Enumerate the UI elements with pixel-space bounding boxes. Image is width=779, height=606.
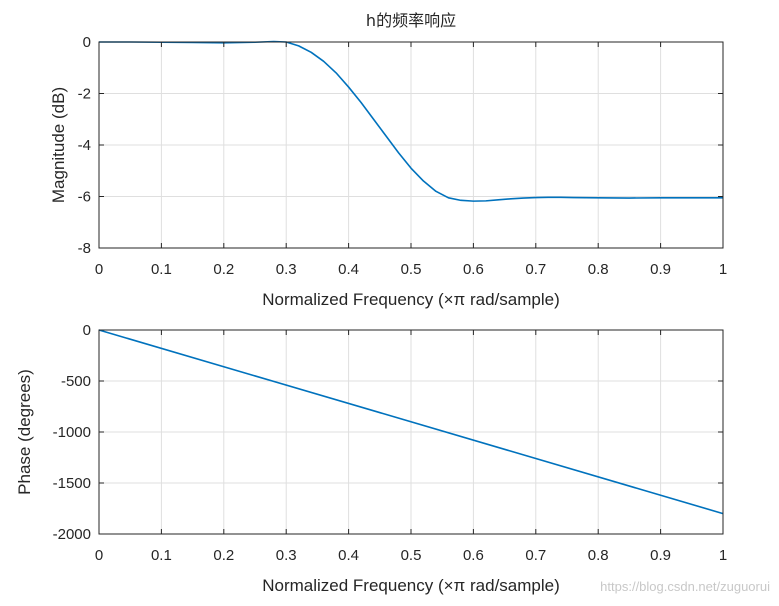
phase-x-tick-label: 0.4	[338, 547, 359, 564]
magnitude-x-tick-label: 0.5	[401, 261, 422, 278]
magnitude-x-tick-label: 0.4	[338, 261, 359, 278]
phase-chart: 0 0.1 0.2 0.3 0.4 0.5 0.6 0.7 0.8 0.9 1 0 -500 -1000 -…	[15, 322, 727, 595]
phase-x-tick-label: 0.6	[463, 547, 484, 564]
phase-series-line	[98, 329, 724, 515]
magnitude-x-tick-label: 0.3	[276, 261, 297, 278]
magnitude-x-tick-label: 0.9	[650, 261, 671, 278]
phase-y-tick-label: -1000	[53, 424, 91, 441]
magnitude-y-tick-label: -4	[78, 137, 91, 154]
magnitude-plot-area: 0 0.1 0.2 0.3 0.4 0.5 0.6 0.7 0.8 0.9 1 0 -2 -4 -6 -8	[78, 34, 728, 278]
magnitude-x-tick-label: 0.6	[463, 261, 484, 278]
phase-y-tick-label: 0	[83, 322, 91, 339]
magnitude-x-tick-label: 1	[719, 261, 727, 278]
magnitude-ylabel: Magnitude (dB)	[49, 87, 68, 203]
magnitude-x-tick-label: 0	[95, 261, 103, 278]
magnitude-x-tick-label: 0.2	[213, 261, 234, 278]
chart-title: h的频率响应	[366, 11, 456, 30]
phase-y-tick-label: -2000	[53, 526, 91, 543]
magnitude-chart: h的频率响应 0 0.1 0.2 0.3 0.4 0.5 0.6 0.7 0.8 0.9 1 0 -2 -…	[49, 11, 727, 309]
phase-x-tick-label: 0.5	[401, 547, 422, 564]
magnitude-x-tick-label: 0.7	[525, 261, 546, 278]
phase-xlabel: Normalized Frequency (×π rad/sample)	[262, 576, 560, 595]
phase-y-tick-label: -500	[61, 373, 91, 390]
phase-y-tick-label: -1500	[53, 475, 91, 492]
phase-x-tick-label: 0.9	[650, 547, 671, 564]
phase-x-tick-label: 0.2	[213, 547, 234, 564]
phase-x-tick-label: 1	[719, 547, 727, 564]
magnitude-x-tick-label: 0.1	[151, 261, 172, 278]
phase-x-tick-label: 0.8	[588, 547, 609, 564]
magnitude-y-tick-label: -2	[78, 86, 91, 103]
watermark-text: https://blog.csdn.net/zuguorui	[600, 579, 770, 594]
phase-plot-area: 0 0.1 0.2 0.3 0.4 0.5 0.6 0.7 0.8 0.9 1 0 -500 -1000 -…	[53, 322, 728, 564]
magnitude-y-tick-label: -6	[78, 189, 91, 206]
phase-ylabel: Phase (degrees)	[15, 369, 34, 495]
phase-x-tick-label: 0.3	[276, 547, 297, 564]
magnitude-y-tick-label: 0	[83, 34, 91, 51]
phase-x-tick-label: 0.7	[525, 547, 546, 564]
phase-x-tick-label: 0.1	[151, 547, 172, 564]
magnitude-xlabel: Normalized Frequency (×π rad/sample)	[262, 290, 560, 309]
phase-x-tick-label: 0	[95, 547, 103, 564]
magnitude-x-tick-label: 0.8	[588, 261, 609, 278]
magnitude-y-tick-label: -8	[78, 240, 91, 257]
